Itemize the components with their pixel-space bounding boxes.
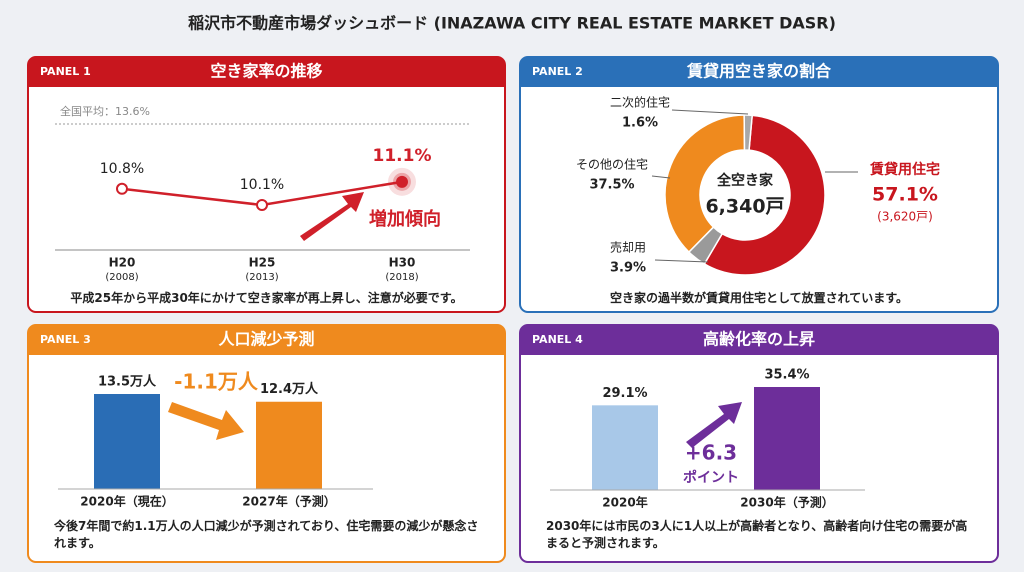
- donut-slice: [664, 114, 746, 254]
- x-tick-label: 2027年（予測）: [242, 494, 335, 509]
- x-tick-label: H20: [109, 256, 136, 270]
- value-label: 13.5万人: [98, 374, 157, 390]
- caption: 2030年には市民の3人に1人以上が高齢者となり、高齢者向け住宅の需要が高まると…: [546, 519, 968, 550]
- point: [256, 199, 268, 211]
- x-tick-label: 2030年（予測）: [740, 495, 833, 510]
- panel-title: 高齢化率の上昇: [703, 330, 815, 349]
- slice-value: 57.1%: [872, 184, 938, 206]
- value-label: 29.1%: [602, 386, 647, 401]
- panel-header: [520, 325, 998, 355]
- slice-value: 1.6%: [622, 116, 658, 131]
- reference-label: 全国平均：13.6%: [60, 104, 150, 118]
- panel-label: PANEL 2: [532, 65, 583, 78]
- leader-line: [654, 259, 709, 263]
- page-title: 稲沢市不動産市場ダッシュボード (INAZAWA CITY REAL ESTAT…: [188, 14, 836, 33]
- donut-center: [701, 151, 789, 239]
- x-tick-label: 2020年: [602, 495, 647, 510]
- x-tick-label: H30: [389, 256, 416, 270]
- center-label: 全空き家: [716, 172, 774, 189]
- x-tick-sublabel: (2018): [385, 272, 418, 283]
- x-tick-label: H25: [249, 256, 276, 270]
- point: [116, 182, 128, 195]
- slice-label: 二次的住宅: [610, 95, 670, 110]
- panel-title: 人口減少予測: [218, 330, 314, 349]
- caption: 今後7年間で約1.1万人の人口減少が予測されており、住宅需要の減少が懸念されます…: [54, 519, 479, 550]
- leader-line: [651, 175, 671, 179]
- slice-value: 3.9%: [610, 261, 646, 276]
- bar: [256, 401, 322, 489]
- annotation-sub: ポイント: [683, 469, 739, 486]
- slice-sub: (3,620戸): [877, 210, 933, 224]
- value-label: 35.4%: [764, 368, 809, 383]
- x-tick-sublabel: (2013): [245, 272, 278, 283]
- panel-label: PANEL 1: [40, 65, 91, 78]
- panel-label: PANEL 4: [532, 333, 583, 346]
- value-label: 10.8%: [100, 161, 144, 177]
- trend-arrow: [300, 192, 364, 241]
- x-tick-sublabel: (2008): [105, 272, 138, 283]
- slice-label: 賃貸用住宅: [869, 161, 940, 178]
- donut-slice: [743, 114, 754, 151]
- point: [396, 175, 408, 188]
- slice-label: 売却用: [610, 240, 646, 255]
- center-value: 6,340戸: [705, 196, 784, 218]
- x-tick-label: 2020年（現在）: [80, 494, 173, 509]
- panel-header: [520, 57, 998, 87]
- bar: [754, 387, 820, 490]
- panel-label: PANEL 3: [40, 333, 91, 346]
- value-label: 11.1%: [373, 146, 432, 166]
- annotation: 増加傾向: [369, 208, 441, 230]
- caption: 空き家の過半数が賃貸用住宅として放置されています。: [609, 291, 909, 305]
- bar: [94, 394, 160, 489]
- panel-title: 賃貸用空き家の割合: [686, 62, 832, 81]
- donut-slice: [703, 114, 826, 276]
- slice-value: 37.5%: [589, 178, 634, 193]
- slice-label: その他の住宅: [576, 157, 648, 172]
- value-label: 10.1%: [240, 177, 284, 193]
- annotation: -1.1万人: [174, 370, 259, 394]
- panel-title: 空き家率の推移: [210, 62, 322, 81]
- annotation: +6.3: [685, 441, 737, 465]
- trend-arrow: [686, 402, 742, 448]
- trend-arrow: [168, 402, 244, 440]
- value-label: 12.4万人: [260, 381, 319, 397]
- panel-header: [28, 325, 505, 355]
- bar: [592, 405, 658, 490]
- caption: 平成25年から平成30年にかけて空き家率が再上昇し、注意が必要です。: [70, 291, 463, 305]
- panel-header: [28, 57, 505, 87]
- leader-line: [671, 109, 749, 115]
